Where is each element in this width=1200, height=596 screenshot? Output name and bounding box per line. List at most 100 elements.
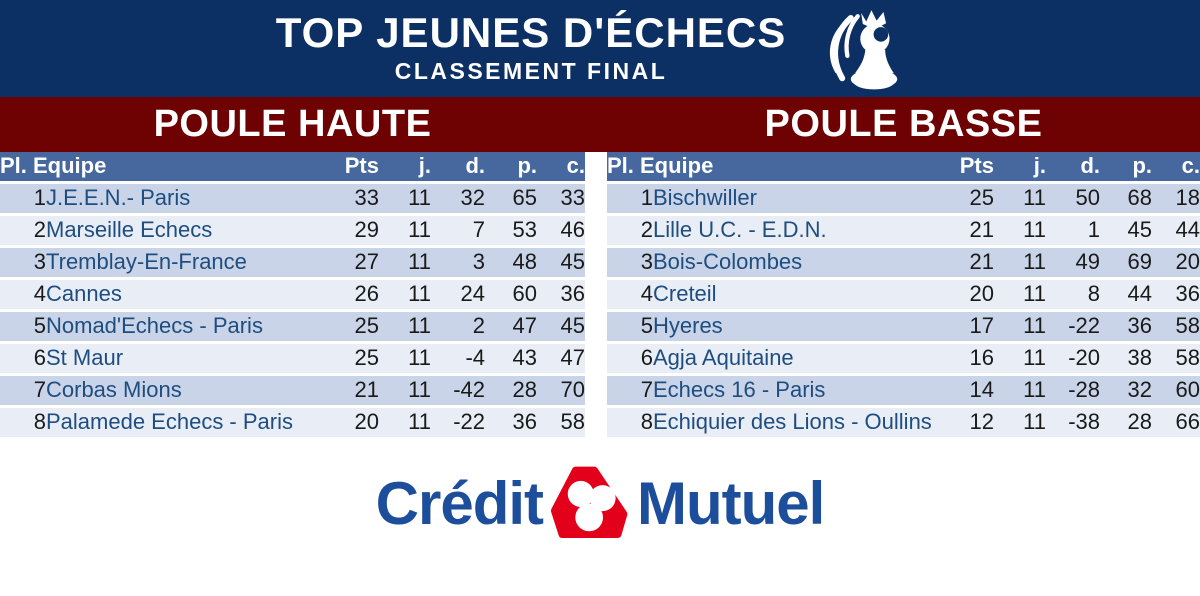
table-row: 4 Creteil 20 11 8 44 36 xyxy=(607,278,1200,312)
stat-cell: 11 xyxy=(379,310,431,344)
stat-cell: -22 xyxy=(1046,310,1100,344)
header-banner: TOP JEUNES D'ÉCHECS CLASSEMENT FINAL xyxy=(0,0,1200,97)
team-name-cell: Hyeres xyxy=(653,310,934,344)
table-header-row: Pl. Equipe Pts j. d. p. c. xyxy=(0,152,585,184)
stat-cell: 25 xyxy=(319,310,379,344)
stat-cell: 11 xyxy=(379,182,431,216)
stat-cell: 26 xyxy=(319,278,379,312)
stat-cell: 21 xyxy=(934,214,994,248)
rank-cell: 8 xyxy=(607,406,653,440)
table-row: 8 Palamede Echecs - Paris 20 11 -22 36 58 xyxy=(0,406,585,440)
standings-area: Pl. Equipe Pts j. d. p. c. 1 J.E.E.N.- Pa… xyxy=(0,152,1200,440)
table-row: 6 Agja Aquitaine 16 11 -20 38 58 xyxy=(607,342,1200,376)
col-header-place-equipe: Pl. Equipe xyxy=(0,152,319,184)
stat-cell: 25 xyxy=(934,182,994,216)
stat-cell: 53 xyxy=(485,214,537,248)
tables-gap xyxy=(585,152,607,440)
stat-cell: 36 xyxy=(1100,310,1152,344)
stat-cell: 1 xyxy=(1046,214,1100,248)
stat-cell: 7 xyxy=(431,214,485,248)
rank-cell: 1 xyxy=(607,182,653,216)
team-name-cell: Palamede Echecs - Paris xyxy=(46,406,319,440)
team-name-cell: J.E.E.N.- Paris xyxy=(46,182,319,216)
stat-cell: 11 xyxy=(379,214,431,248)
stat-cell: 11 xyxy=(994,406,1046,440)
rank-cell: 6 xyxy=(0,342,46,376)
stat-cell: 45 xyxy=(1100,214,1152,248)
banner-titles: TOP JEUNES D'ÉCHECS CLASSEMENT FINAL xyxy=(275,9,787,85)
col-header-pts: Pts xyxy=(934,152,994,184)
stat-cell: 11 xyxy=(379,342,431,376)
stat-cell: 21 xyxy=(934,246,994,280)
stat-cell: 45 xyxy=(537,310,585,344)
col-header-j: j. xyxy=(379,152,431,184)
poule-haute-table: Pl. Equipe Pts j. d. p. c. 1 J.E.E.N.- Pa… xyxy=(0,152,585,440)
stat-cell: 32 xyxy=(1100,374,1152,408)
team-name-cell: Nomad'Echecs - Paris xyxy=(46,310,319,344)
table-row: 2 Marseille Echecs 29 11 7 53 46 xyxy=(0,214,585,248)
sponsor-logo: Crédit Mutuel xyxy=(0,462,1200,546)
stat-cell: 36 xyxy=(1152,278,1200,312)
stat-cell: -22 xyxy=(431,406,485,440)
ffe-rooster-pawn-icon xyxy=(830,9,898,89)
rank-cell: 5 xyxy=(0,310,46,344)
stat-cell: 14 xyxy=(934,374,994,408)
page-title: TOP JEUNES D'ÉCHECS xyxy=(275,9,787,57)
stat-cell: 11 xyxy=(994,374,1046,408)
rank-cell: 2 xyxy=(0,214,46,248)
table-row: 8 Echiquier des Lions - Oullins 12 11 -38 28 6… xyxy=(607,406,1200,440)
table-row: 1 Bischwiller 25 11 50 68 18 xyxy=(607,182,1200,216)
stat-cell: 24 xyxy=(431,278,485,312)
stat-cell: -20 xyxy=(1046,342,1100,376)
stat-cell: 29 xyxy=(319,214,379,248)
stat-cell: 60 xyxy=(1152,374,1200,408)
stat-cell: 20 xyxy=(1152,246,1200,280)
team-name-cell: Tremblay-En-France xyxy=(46,246,319,280)
table-row: 5 Nomad'Echecs - Paris 25 11 2 47 45 xyxy=(0,310,585,344)
team-name-cell: Echecs 16 - Paris xyxy=(653,374,934,408)
team-name-cell: Lille U.C. - E.D.N. xyxy=(653,214,934,248)
col-header-p: p. xyxy=(1100,152,1152,184)
team-name-cell: Agja Aquitaine xyxy=(653,342,934,376)
stat-cell: 65 xyxy=(485,182,537,216)
stat-cell: 47 xyxy=(537,342,585,376)
page-subtitle: CLASSEMENT FINAL xyxy=(394,57,668,84)
sponsor-word-mutuel: Mutuel xyxy=(637,469,825,537)
stat-cell: 44 xyxy=(1100,278,1152,312)
col-header-c: c. xyxy=(1152,152,1200,184)
stat-cell: 47 xyxy=(485,310,537,344)
table-row: 7 Corbas Mions 21 11 -42 28 70 xyxy=(0,374,585,408)
stat-cell: 3 xyxy=(431,246,485,280)
stat-cell: 32 xyxy=(431,182,485,216)
col-header-d: d. xyxy=(1046,152,1100,184)
col-header-pts: Pts xyxy=(319,152,379,184)
stat-cell: 58 xyxy=(537,406,585,440)
table-row: 4 Cannes 26 11 24 60 36 xyxy=(0,278,585,312)
table-row: 3 Bois-Colombes 21 11 49 69 20 xyxy=(607,246,1200,280)
stat-cell: 21 xyxy=(319,374,379,408)
stat-cell: 48 xyxy=(485,246,537,280)
stat-cell: 11 xyxy=(379,278,431,312)
team-name-cell: Bischwiller xyxy=(653,182,934,216)
stat-cell: 33 xyxy=(537,182,585,216)
table-row: 1 J.E.E.N.- Paris 33 11 32 65 33 xyxy=(0,182,585,216)
stat-cell: 12 xyxy=(934,406,994,440)
sponsor-word-credit: Crédit xyxy=(375,469,544,537)
band-gap xyxy=(585,97,607,152)
stat-cell: 45 xyxy=(537,246,585,280)
rank-cell: 3 xyxy=(0,246,46,280)
col-header-d: d. xyxy=(431,152,485,184)
team-name-cell: Cannes xyxy=(46,278,319,312)
stat-cell: 66 xyxy=(1152,406,1200,440)
table-row: 6 St Maur 25 11 -4 43 47 xyxy=(0,342,585,376)
table-row: 2 Lille U.C. - E.D.N. 21 11 1 45 44 xyxy=(607,214,1200,248)
stat-cell: 2 xyxy=(431,310,485,344)
stat-cell: 38 xyxy=(1100,342,1152,376)
rank-cell: 1 xyxy=(0,182,46,216)
team-name-cell: Bois-Colombes xyxy=(653,246,934,280)
stat-cell: 25 xyxy=(319,342,379,376)
stat-cell: 69 xyxy=(1100,246,1152,280)
col-header-j: j. xyxy=(994,152,1046,184)
stat-cell: 70 xyxy=(537,374,585,408)
team-name-cell: St Maur xyxy=(46,342,319,376)
